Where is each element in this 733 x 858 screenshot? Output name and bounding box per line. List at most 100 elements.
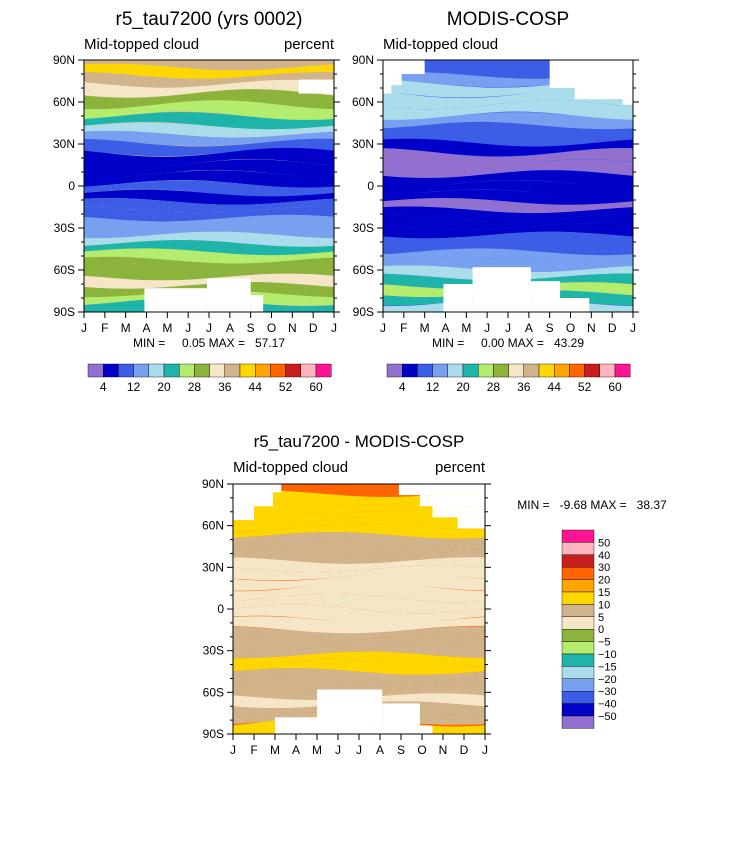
obs-panel: MODIS-COSP Mid-topped cloud 90N60N30N030…	[352, 9, 639, 394]
colorbar-label: 4	[399, 380, 406, 394]
month-tick-label: M	[461, 321, 471, 335]
colorbar-box	[508, 363, 525, 378]
month-tick-label: S	[247, 321, 255, 335]
contour-band	[233, 557, 485, 572]
diff-field-label: Mid-topped cloud	[233, 459, 348, 476]
contour-band	[383, 138, 633, 157]
contour-band	[84, 198, 334, 214]
contour-band	[233, 593, 485, 614]
lat-tick-label: 90N	[202, 477, 224, 491]
month-tick-label: F	[400, 321, 407, 335]
contour-band	[84, 63, 334, 79]
missing-data-region	[457, 517, 485, 529]
colorbar-box	[478, 363, 494, 378]
contour-band	[233, 507, 485, 522]
lat-tick-label: 30S	[353, 221, 374, 235]
month-tick-label: J	[380, 321, 386, 335]
missing-data-region	[383, 60, 425, 74]
contour-band	[84, 180, 334, 197]
colorbar-box	[561, 591, 595, 605]
month-tick-label: J	[230, 743, 236, 757]
contour-band	[84, 159, 334, 179]
month-tick-label: F	[101, 321, 108, 335]
diff-panel: r5_tau7200 - MODIS-COSP Mid-topped cloud…	[202, 432, 667, 757]
colorbar-label: 20	[598, 575, 610, 587]
colorbar-label: −10	[598, 649, 617, 661]
contour-band	[233, 573, 485, 591]
colorbar-label: −40	[598, 699, 617, 711]
colorbar-box	[538, 363, 555, 378]
model-lat-axis: 90N 60N 30N 0 30S 60S 90S	[53, 53, 340, 319]
colorbar-box	[300, 363, 317, 378]
contour-band	[84, 112, 334, 130]
lat-tick-label: 0	[68, 179, 75, 193]
contour-band	[84, 89, 334, 110]
month-tick-label: A	[292, 743, 300, 757]
contour-band	[84, 248, 334, 264]
colorbar-box	[561, 715, 595, 729]
colorbar-box	[561, 579, 595, 593]
colorbar-box	[239, 363, 256, 378]
colorbar-box	[285, 363, 302, 378]
missing-data-region	[472, 267, 531, 312]
missing-data-region	[272, 484, 282, 493]
model-title: r5_tau7200 (yrs 0002)	[116, 9, 303, 30]
colorbar-label: 60	[309, 380, 323, 394]
obs-stats: MIN = 0.00 MAX = 43.29	[432, 336, 584, 350]
colorbar-box	[584, 363, 600, 378]
contour-band	[84, 130, 334, 146]
model-colorbar: 4 12 20 28 36 44 52 60	[87, 363, 332, 394]
colorbar-box	[614, 363, 631, 378]
colorbar-box	[118, 363, 134, 378]
obs-lat-axis: 90N 60N 30N 0 30S 60S 90S	[352, 53, 639, 319]
missing-data-region	[530, 281, 561, 312]
contour-band	[383, 130, 633, 146]
month-tick-label: A	[226, 321, 234, 335]
colorbar-box	[102, 363, 119, 378]
contour-band	[383, 231, 633, 247]
month-tick-label: J	[356, 743, 362, 757]
colorbar-box	[561, 691, 595, 704]
colorbar-label: −5	[598, 637, 611, 649]
lat-tick-label: 0	[217, 602, 224, 616]
month-tick-label: D	[309, 321, 318, 335]
missing-data-region	[206, 278, 251, 312]
colorbar-box	[561, 542, 595, 556]
missing-data-region	[574, 88, 633, 100]
contour-band	[233, 523, 485, 539]
contour-band	[233, 582, 485, 603]
colorbar-box	[194, 363, 210, 378]
lat-tick-label: 90N	[53, 53, 75, 67]
contour-band	[84, 170, 334, 188]
colorbar-label: 36	[517, 380, 531, 394]
month-tick-label: M	[312, 743, 322, 757]
colorbar-label: 52	[578, 380, 592, 394]
month-tick-label: A	[142, 321, 150, 335]
contour-band	[84, 147, 334, 169]
colorbar-label: −50	[598, 711, 617, 723]
colorbar-label: 0	[598, 624, 604, 636]
colorbar-box	[417, 363, 433, 378]
month-tick-label: O	[566, 321, 575, 335]
colorbar-box	[561, 604, 595, 618]
missing-data-region	[254, 484, 273, 507]
contour-band	[84, 256, 334, 272]
colorbar-box	[254, 363, 271, 378]
colorbar-label: 10	[598, 599, 610, 611]
colorbar-box	[599, 363, 616, 378]
missing-data-region	[622, 99, 633, 105]
contour-band	[383, 159, 633, 179]
colorbar-box	[87, 363, 104, 378]
month-tick-label: D	[608, 321, 617, 335]
lat-tick-label: 30N	[352, 137, 374, 151]
obs-title: MODIS-COSP	[447, 9, 569, 30]
month-tick-label: J	[185, 321, 191, 335]
model-field	[84, 60, 334, 312]
month-tick-label: J	[331, 321, 337, 335]
colorbar-box	[432, 363, 449, 378]
model-panel: r5_tau7200 (yrs 0002) Mid-topped cloud p…	[53, 9, 340, 394]
colorbar-box	[561, 629, 595, 642]
